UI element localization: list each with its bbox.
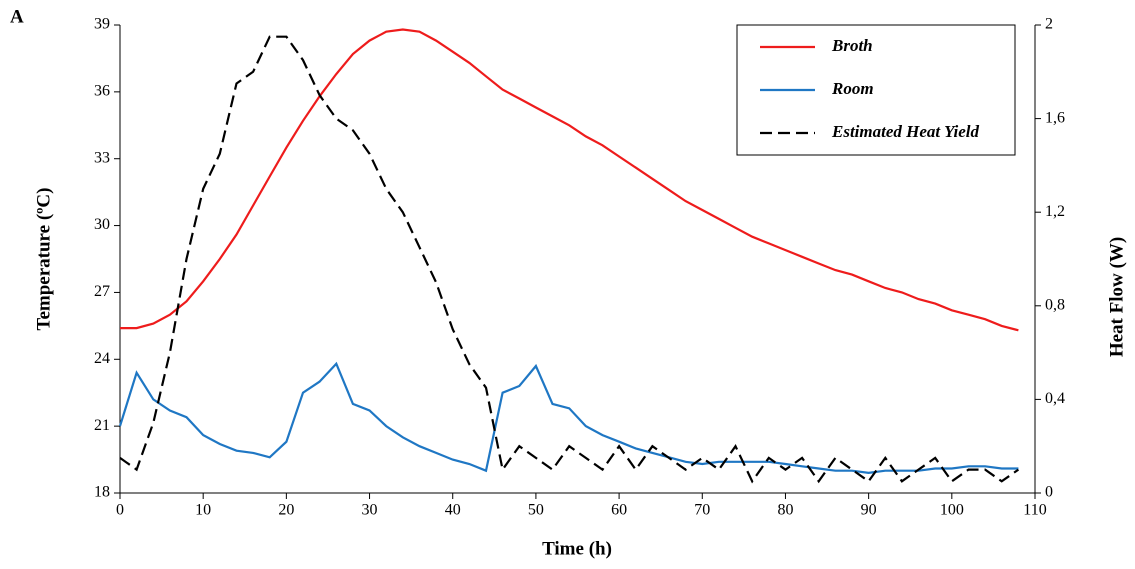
y-tick-label: 21 [94,417,110,434]
x-tick-label: 60 [611,502,627,519]
y-axis-title: Temperature (ºC) [33,188,54,331]
x-tick-label: 10 [195,502,211,519]
y-tick-label: 30 [94,216,110,233]
x-axis-title: Time (h) [542,538,612,559]
y-tick-label: 39 [94,16,110,33]
y-tick-label: 18 [94,484,110,501]
legend-label: Room [831,79,874,98]
x-tick-label: 90 [861,502,877,519]
x-tick-label: 50 [528,502,544,519]
legend-label: Broth [831,36,873,55]
x-tick-label: 70 [694,502,710,519]
x-tick-label: 30 [362,502,378,519]
y-tick-label: 27 [94,283,110,300]
x-tick-label: 110 [1023,502,1046,519]
y2-tick-label: 0,4 [1045,390,1065,407]
y2-axis-title: Heat Flow (W) [1106,237,1127,357]
series-line [119,35,1020,484]
x-tick-label: 80 [777,502,793,519]
y2-tick-label: 0 [1045,484,1053,501]
series-line [120,28,1019,332]
y2-tick-label: 1,6 [1045,109,1065,126]
y-tick-label: 24 [94,350,110,367]
legend-label: Estimated Heat Yield [831,122,980,141]
series-line [118,361,1019,475]
y2-tick-label: 1,2 [1045,203,1065,220]
y-tick-label: 33 [94,149,110,166]
panel-label: A [10,6,24,27]
y2-tick-label: 0,8 [1045,296,1065,313]
x-tick-label: 100 [940,502,964,519]
x-tick-label: 20 [278,502,294,519]
x-tick-label: 0 [116,502,124,519]
x-tick-label: 40 [445,502,461,519]
y2-tick-label: 2 [1045,16,1053,33]
y-tick-label: 36 [94,83,110,100]
